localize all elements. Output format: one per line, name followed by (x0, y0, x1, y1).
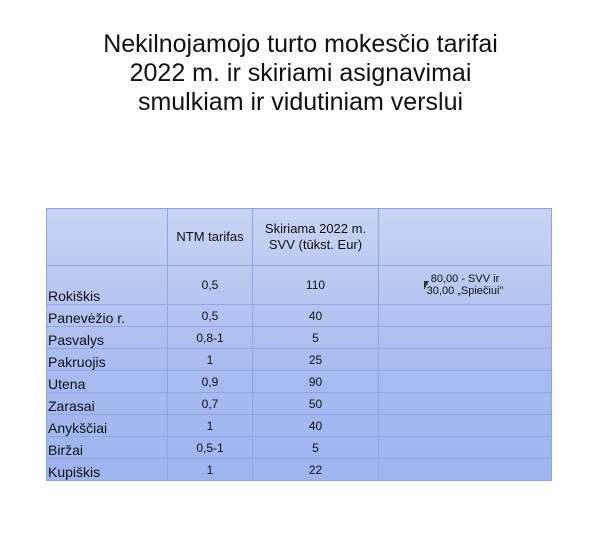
header-cell (378, 208, 552, 266)
municipality-cell: Rokiškis (46, 265, 168, 305)
municipality-cell: Panevėžio r. (46, 304, 168, 327)
table-row: Zarasai 0,7 50 (46, 392, 552, 415)
amount-cell: 25 (252, 348, 379, 371)
note-cell (378, 414, 552, 437)
header-cell: Skiriama 2022 m. SVV (tūkst. Eur) (252, 208, 379, 266)
table-header-row: NTM tarifas Skiriama 2022 m. SVV (tūkst.… (46, 208, 552, 266)
rate-cell: 0,7 (167, 392, 253, 415)
rate-cell: 1 (167, 348, 253, 371)
rate-cell: 0,9 (167, 370, 253, 393)
amount-cell: 5 (252, 326, 379, 349)
note-cell (378, 458, 552, 481)
municipality-cell: Pakruojis (46, 348, 168, 371)
title-line: smulkiam ir vidutiniam verslui (137, 88, 464, 116)
rate-cell: 1 (167, 458, 253, 481)
note-cell (378, 436, 552, 459)
mouse-cursor-icon (424, 281, 429, 290)
amount-cell: 22 (252, 458, 379, 481)
municipality-cell: Zarasai (46, 392, 168, 415)
amount-cell: 40 (252, 304, 379, 327)
title-line: Nekilnojamojo turto mokesčio tarifai (103, 30, 498, 58)
tax-table: NTM tarifas Skiriama 2022 m. SVV (tūkst.… (46, 208, 552, 481)
note-cell (378, 370, 552, 393)
table-row: Biržai 0,5-1 5 (46, 436, 552, 459)
amount-cell: 40 (252, 414, 379, 437)
table-row: Pasvalys 0,8-1 5 (46, 326, 552, 349)
municipality-cell: Kupiškis (46, 458, 168, 481)
table-row: Pakruojis 1 25 (46, 348, 552, 371)
note-cell: 80,00 - SVV ir 30,00 „Spiečiui" (378, 265, 552, 305)
amount-cell: 5 (252, 436, 379, 459)
rate-cell: 1 (167, 414, 253, 437)
municipality-cell: Anykščiai (46, 414, 168, 437)
amount-cell: 110 (252, 265, 379, 305)
note-cell (378, 304, 552, 327)
slide-title: Nekilnojamojo turto mokesčio tarifai 202… (0, 30, 601, 117)
title-line: 2022 m. ir skiriami asignavimai (129, 59, 472, 87)
table-row: Rokiškis 0,5 110 80,00 - SVV ir 30,00 „Sp… (46, 265, 552, 305)
note-cell (378, 326, 552, 349)
table-row: Utena 0,9 90 (46, 370, 552, 393)
header-cell (46, 208, 168, 266)
rate-cell: 0,8-1 (167, 326, 253, 349)
municipality-cell: Pasvalys (46, 326, 168, 349)
amount-cell: 90 (252, 370, 379, 393)
amount-cell: 50 (252, 392, 379, 415)
table-row: Kupiškis 1 22 (46, 458, 552, 481)
note-cell (378, 392, 552, 415)
header-cell: NTM tarifas (167, 208, 253, 266)
table-row: Panevėžio r. 0,5 40 (46, 304, 552, 327)
note-cell (378, 348, 552, 371)
municipality-cell: Biržai (46, 436, 168, 459)
rate-cell: 0,5 (167, 304, 253, 327)
municipality-cell: Utena (46, 370, 168, 393)
rate-cell: 0,5-1 (167, 436, 253, 459)
rate-cell: 0,5 (167, 265, 253, 305)
table-row: Anykščiai 1 40 (46, 414, 552, 437)
